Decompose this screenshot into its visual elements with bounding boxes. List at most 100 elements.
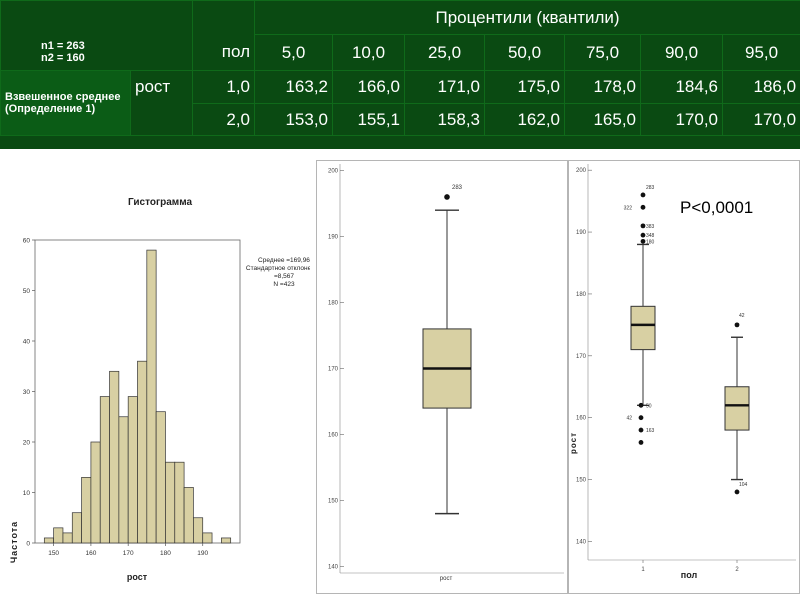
boxplot-outlier (638, 415, 644, 421)
boxplot2-x-tick-label: 2 (735, 567, 739, 573)
histogram-bar (202, 532, 213, 544)
histogram-ylabel: Частота (9, 521, 19, 563)
percentiles-header: Процентили (квантили) (254, 0, 800, 35)
table-cell: 153,0 (254, 103, 334, 136)
outlier-label: 180 (646, 239, 655, 245)
histogram-bar (193, 517, 204, 544)
histogram-y-tick-label: 60 (23, 238, 31, 245)
pct-25-header: 25,0 (404, 34, 486, 71)
histogram-bar (146, 249, 157, 544)
outlier-label: 283 (646, 185, 655, 191)
table-cell: 170,0 (722, 103, 800, 136)
histogram-bar (81, 477, 92, 544)
histogram-bar (165, 461, 176, 544)
histogram-y-tick-label: 30 (23, 389, 31, 396)
percentile-table: n1 = 263 n2 = 160 пол Процентили (кванти… (0, 0, 800, 149)
histogram-xlabel: рост (127, 572, 148, 582)
boxplot-y-tick-label: 170 (328, 367, 339, 373)
histogram-bar (221, 537, 232, 544)
histogram-bar (62, 532, 73, 544)
boxplot-y-tick-label: 200 (328, 169, 339, 175)
histogram-x-tick-label: 170 (123, 550, 134, 557)
outlier-label: 42 (626, 416, 632, 422)
outlier-label: 348 (646, 233, 655, 239)
boxplot-y-tick-label: 170 (576, 354, 587, 360)
boxplot-outlier (640, 238, 646, 244)
histogram-y-tick-label: 0 (26, 541, 30, 548)
boxplot-y-tick-label: 160 (328, 432, 339, 438)
box-iqr (724, 386, 750, 431)
variable-label: рост (129, 70, 194, 136)
pct-10-header: 10,0 (332, 34, 406, 71)
boxplot-chart-2: P<0,0001 рост пол 1401501601701801902001… (569, 164, 796, 580)
table-cell: 163,2 (254, 70, 334, 104)
outlier-label: 322 (624, 205, 633, 211)
boxplot2-x-tick-label: 1 (641, 567, 645, 573)
histogram-bar (53, 527, 64, 544)
boxplot-y-tick-label: 180 (328, 301, 339, 307)
histogram-bar (127, 396, 138, 544)
table-cell: 170,0 (640, 103, 724, 136)
histogram-y-tick-label: 40 (23, 339, 31, 346)
boxplot-y-tick-label: 190 (576, 230, 587, 236)
p-value-annotation: P<0,0001 (680, 198, 753, 217)
boxplot-outlier (640, 223, 646, 229)
boxplot-outlier (640, 204, 646, 210)
histogram-bar (155, 411, 166, 544)
boxplot-outlier (734, 489, 740, 495)
boxplot-y-tick-label: 200 (576, 168, 587, 174)
sex-header: пол (192, 0, 256, 71)
boxplot-outlier (638, 440, 644, 445)
boxplot-outlier (734, 322, 740, 328)
boxplot-y-tick-label: 160 (576, 416, 587, 422)
outlier-label: 50 (646, 403, 652, 409)
boxplot-y-tick-label: 150 (576, 478, 587, 484)
n1-label: n1 = 263 (41, 40, 85, 52)
pct-90-header: 90,0 (640, 34, 724, 71)
histogram-bar (109, 370, 120, 544)
pct-75-header: 75,0 (564, 34, 642, 71)
boxplot-chart-1: рост 140 150 160 170 180 190 200 283 (328, 164, 564, 582)
boxplot-outlier (640, 232, 646, 238)
pct-5-header: 5,0 (254, 34, 334, 71)
histogram-stat-line: N =423 (273, 281, 295, 288)
pct-95-header: 95,0 (722, 34, 800, 71)
outlier-label: 104 (739, 482, 748, 488)
pct-50-header: 50,0 (484, 34, 566, 71)
table-cell: 175,0 (484, 70, 566, 104)
boxplot-y-tick-label: 190 (328, 235, 339, 241)
boxplot-outlier (638, 427, 644, 433)
histogram-y-tick-label: 10 (23, 490, 31, 497)
table-cell: 158,3 (404, 103, 486, 136)
boxplot-y-tick-label: 150 (328, 498, 339, 504)
table-cell: 162,0 (484, 103, 566, 136)
table-cell: 155,1 (332, 103, 406, 136)
row-label: Взвешенное среднее (Определение 1) (0, 70, 131, 136)
n2-label: n2 = 160 (41, 52, 85, 64)
histogram-bar (183, 487, 194, 544)
histogram-y-tick-label: 20 (23, 440, 31, 447)
outlier-label: 42 (739, 313, 745, 319)
table-cell: 184,6 (640, 70, 724, 104)
boxplot1-xlabel: рост (440, 576, 453, 582)
sample-sizes: n1 = 263 n2 = 160 (0, 0, 194, 71)
table-cell: 166,0 (332, 70, 406, 104)
outlier-label: 383 (646, 224, 655, 230)
boxplot-y-tick-label: 140 (576, 539, 587, 545)
outlier-label: 283 (452, 185, 463, 191)
sex-value: 2,0 (192, 103, 256, 136)
boxplot2-xlabel: пол (681, 570, 698, 580)
histogram-stat-line: =8,567 (274, 273, 294, 280)
sex-value: 1,0 (192, 70, 256, 104)
histogram-bar (99, 396, 110, 544)
boxplot-outlier (444, 194, 450, 200)
histogram-x-tick-label: 150 (48, 550, 59, 557)
histogram-bar (90, 441, 101, 544)
histogram-title: Гистограмма (128, 197, 193, 208)
boxplot-panel-2 (568, 160, 800, 594)
histogram-x-tick-label: 160 (85, 550, 96, 557)
table-cell: 178,0 (564, 70, 642, 104)
histogram-stat-line: Стандартное отклонение (246, 265, 310, 272)
